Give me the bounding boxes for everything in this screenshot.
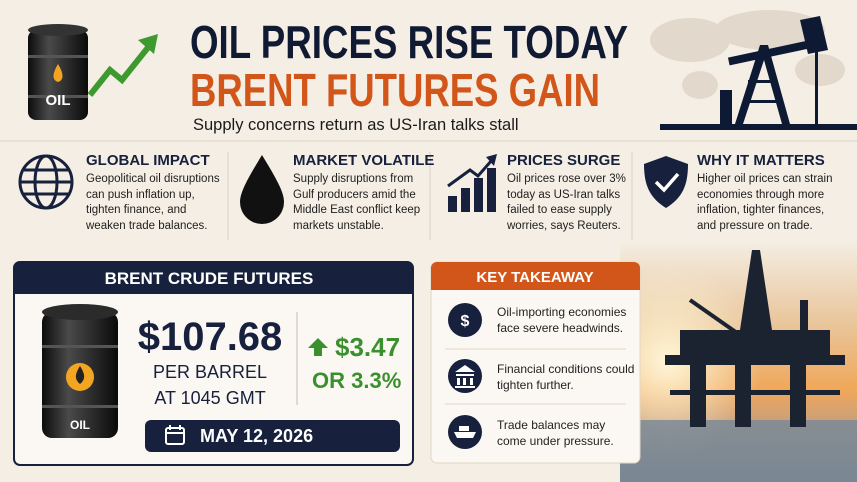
- change-pct: OR 3.3%: [312, 368, 401, 393]
- title: OIL PRICES RISE TODAY: [190, 16, 628, 68]
- header-barrel: [28, 24, 158, 120]
- card-title: PRICES SURGE: [507, 152, 621, 169]
- takeaway-item: Financial conditions could tighten furth…: [497, 362, 635, 392]
- map-hint: [650, 10, 845, 99]
- card-body: Geopolitical oil disruptions can push in…: [86, 173, 220, 232]
- drop-icon: [240, 155, 284, 224]
- title-line2: BRENT FUTURES GAIN: [190, 64, 600, 116]
- unit: PER BARREL: [153, 362, 267, 382]
- date: MAY 12, 2026: [200, 426, 313, 446]
- card-body: Higher oil prices can strain economies t…: [697, 173, 833, 232]
- price: $107.68: [138, 315, 283, 359]
- brent-barrel-label: OIL: [70, 418, 90, 432]
- shield-icon: [644, 156, 688, 208]
- calendar-icon: [165, 425, 185, 445]
- pumpjack: [660, 16, 857, 130]
- globe-icon: [18, 154, 74, 210]
- oil-rig: [665, 250, 845, 427]
- brent-heading: BRENT CRUDE FUTURES: [105, 269, 314, 288]
- svg-text:$: $: [461, 313, 470, 330]
- takeaway-title: KEY TAKEAWAY: [476, 269, 593, 286]
- barrel-label: OIL: [46, 92, 71, 109]
- card-body: Supply disruptions from Gulf producers a…: [293, 173, 421, 232]
- brent-barrel: [42, 304, 118, 438]
- takeaway-item: Trade balances may come under pressure.: [497, 418, 614, 448]
- chart-icon: [447, 154, 497, 212]
- card-title: GLOBAL IMPACT: [86, 152, 210, 169]
- time: AT 1045 GMT: [154, 388, 265, 408]
- takeaway-item: Oil-importing economies face severe head…: [497, 305, 627, 335]
- change: $3.47: [335, 332, 400, 362]
- card-title: WHY IT MATTERS: [697, 152, 825, 169]
- subtitle: Supply concerns return as US-Iran talks …: [193, 116, 519, 134]
- takeaway-icons: $: [448, 303, 482, 449]
- card-body: Oil prices rose over 3% today as US-Iran…: [507, 173, 626, 232]
- card-title: MARKET VOLATILE: [293, 152, 435, 169]
